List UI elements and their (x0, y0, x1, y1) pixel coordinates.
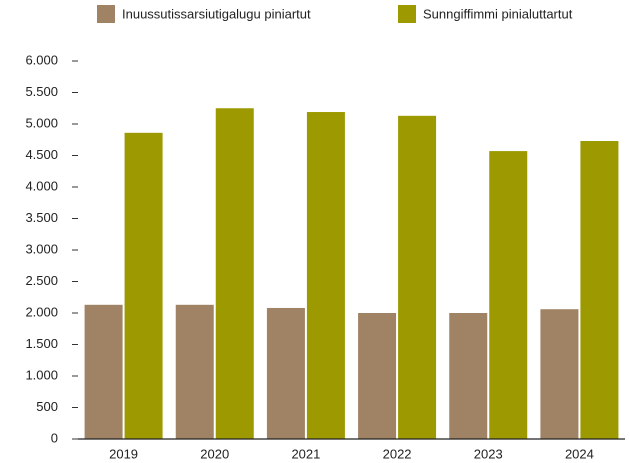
bar (306, 112, 345, 439)
legend-label: Sunngiffimmi pinialuttartut (423, 6, 573, 21)
x-tick-label: 2019 (109, 446, 138, 461)
x-tick-label: 2021 (291, 446, 320, 461)
y-tick-label: 4.000 (25, 178, 58, 193)
x-tick-label: 2022 (383, 446, 412, 461)
x-tick-label: 2020 (200, 446, 229, 461)
x-tick-label: 2024 (565, 446, 594, 461)
bar (540, 309, 579, 439)
legend-label: Inuussutissarsiutigalugu piniartut (122, 6, 311, 21)
y-tick-label: 5.500 (25, 84, 58, 99)
y-tick-label: 1.500 (25, 336, 58, 351)
legend-swatch (398, 5, 416, 23)
y-tick-label: 3.500 (25, 210, 58, 225)
bar (489, 151, 528, 439)
bar (175, 304, 214, 439)
bar (580, 141, 619, 439)
bar (124, 132, 163, 439)
y-tick-label: 4.500 (25, 147, 58, 162)
bar (266, 307, 305, 439)
bar (449, 313, 488, 439)
y-tick-label: 0 (51, 430, 58, 445)
bar (358, 313, 397, 439)
legend-swatch (97, 5, 115, 23)
bar (398, 115, 437, 439)
y-tick-label: 3.000 (25, 241, 58, 256)
y-tick-label: 2.500 (25, 273, 58, 288)
x-tick-label: 2023 (474, 446, 503, 461)
y-tick-label: 1.000 (25, 367, 58, 382)
bar (84, 304, 123, 439)
y-tick-label: 5.000 (25, 115, 58, 130)
bar (215, 108, 254, 439)
y-tick-label: 6.000 (25, 52, 58, 67)
y-tick-label: 2.000 (25, 304, 58, 319)
y-tick-label: 500 (36, 399, 58, 414)
